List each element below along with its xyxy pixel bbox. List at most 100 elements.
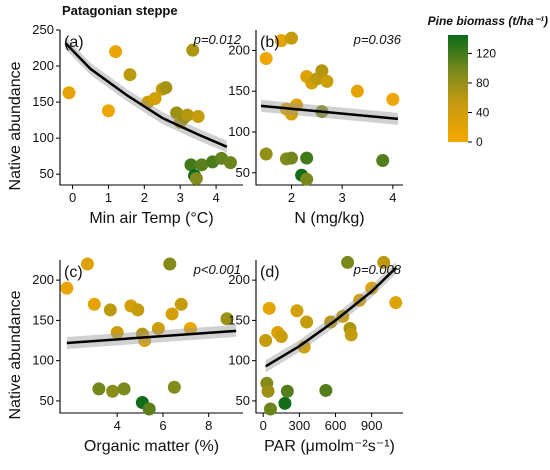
data-point	[183, 321, 197, 335]
x-tick-label: 2	[141, 190, 148, 205]
data-point	[87, 297, 101, 311]
data-point	[117, 382, 131, 396]
panel-d: 50 100 150 200 0 300 600 900 PAR (μmolm⁻²s⁻¹) (d)…	[228, 255, 403, 455]
data-point	[103, 303, 117, 317]
data-point	[80, 257, 94, 271]
data-point	[386, 92, 400, 106]
x-tick-label: 300	[289, 418, 311, 433]
colorbar-title: Pine biomass (t/ha⁻¹)	[428, 14, 548, 28]
data-point	[320, 74, 334, 88]
y-tick-label: 50	[40, 166, 54, 181]
data-point	[259, 52, 273, 66]
y-tick-label: 150	[32, 94, 54, 109]
y-tick-label: 100	[32, 353, 54, 368]
x-axis-label: Min air Temp (°C)	[89, 210, 213, 227]
data-point	[195, 158, 209, 172]
data-point	[142, 402, 156, 416]
data-point	[223, 156, 237, 170]
panel-b: 50 100 150 200 2 3 4 N (mg/kg) (b) p=0.036	[228, 30, 403, 227]
y-tick-label: 200	[228, 272, 250, 287]
data-point	[274, 34, 288, 48]
data-point	[163, 257, 177, 271]
data-point	[300, 151, 314, 165]
data-point	[284, 31, 298, 45]
y-tick-label: 200	[228, 42, 250, 57]
fit-line	[260, 104, 399, 121]
p-value: p=0.036	[353, 32, 402, 47]
data-point	[191, 110, 205, 124]
y-tick-label: 50	[236, 393, 250, 408]
x-tick-label: 3	[339, 190, 346, 205]
y-tick-label: 150	[228, 83, 250, 98]
data-point	[280, 384, 294, 398]
data-point	[123, 68, 137, 82]
y-tick-label: 100	[32, 130, 54, 145]
y-tick-label: 150	[228, 312, 250, 327]
panel-label: (a)	[64, 34, 84, 51]
p-value: p<0.001	[193, 262, 241, 277]
fit-line	[264, 267, 397, 368]
x-tick-label: 4	[212, 190, 219, 205]
data-point	[165, 307, 179, 321]
data-point	[300, 172, 314, 186]
data-point	[186, 43, 200, 57]
x-tick-label: 2	[288, 190, 295, 205]
y-tick-label: 50	[40, 393, 54, 408]
data-point	[131, 303, 145, 317]
panel-label: (b)	[260, 34, 280, 51]
y-tick-label: 250	[32, 22, 54, 37]
data-point	[60, 281, 74, 295]
data-point	[148, 91, 162, 105]
fit-line	[64, 42, 228, 148]
panel-c: 50 100 150 200 4 6 8 Organic matter (%) (c) p<0.0…	[32, 257, 243, 455]
data-point	[189, 172, 203, 186]
colorbar-tick-label: 0	[476, 135, 483, 149]
x-tick-label: 4	[114, 418, 121, 433]
y-tick-label: 200	[32, 272, 54, 287]
data-point	[290, 304, 304, 318]
panel-label: (d)	[260, 264, 280, 281]
panel-label: (c)	[64, 264, 83, 281]
colorbar-tick-label: 120	[476, 46, 496, 60]
data-point	[274, 330, 288, 343]
fit-confidence-band	[265, 262, 396, 373]
panel-a: 50 100 150 200 250 0 1 2 3 4 Min air Temp (°C) (a) p…	[32, 22, 243, 227]
data-point	[344, 328, 358, 342]
y-tick-label: 100	[228, 124, 250, 139]
p-value: p=0.012	[193, 32, 242, 47]
x-axis-label: Organic matter (%)	[84, 438, 219, 455]
data-point	[110, 325, 124, 339]
data-point	[184, 158, 198, 172]
colorbar-tick-label: 80	[476, 76, 490, 90]
data-point	[92, 382, 106, 396]
data-point	[319, 383, 333, 397]
figure-title: Patagonian steppe	[62, 3, 178, 18]
x-tick-label: 3	[177, 190, 184, 205]
data-point	[106, 384, 120, 398]
data-point	[151, 321, 165, 335]
data-point	[350, 84, 364, 98]
data-point	[180, 108, 194, 122]
colorbar-tick-label: 40	[476, 105, 490, 119]
data-point	[389, 296, 403, 310]
data-point	[259, 147, 273, 161]
fit-line	[66, 329, 237, 345]
x-axis-label: N (mg/kg)	[294, 210, 364, 227]
colorbar: Pine biomass (t/ha⁻¹) 0 40 80 120	[428, 14, 548, 149]
data-point	[278, 396, 292, 410]
axis-lines	[59, 30, 243, 186]
axis-lines	[59, 260, 243, 414]
axis-lines	[255, 260, 403, 414]
data-point	[159, 81, 173, 95]
y-tick-label: 200	[32, 58, 54, 73]
data-point	[377, 255, 391, 269]
data-point	[376, 154, 390, 168]
data-point	[101, 104, 115, 118]
x-tick-label: 4	[389, 190, 396, 205]
x-tick-label: 0	[260, 418, 267, 433]
axis-lines	[255, 30, 403, 186]
data-point	[262, 301, 276, 315]
data-point	[167, 380, 181, 394]
y-tick-label: 150	[32, 312, 54, 327]
